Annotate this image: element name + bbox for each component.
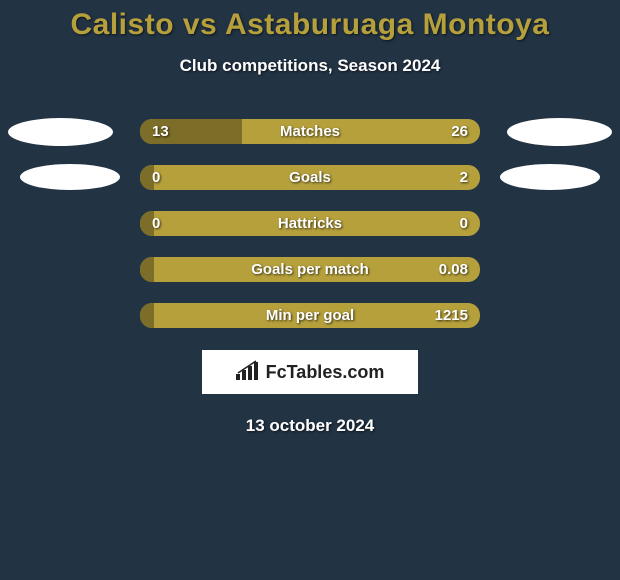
stat-row-goals: 0 Goals 2 [0,164,620,192]
bar-matches: 13 Matches 26 [140,119,480,144]
value-left-goals: 0 [152,169,160,186]
value-right-gpm: 0.08 [439,261,468,278]
stat-row-mpg: Min per goal 1215 [0,302,620,330]
label-matches: Matches [280,123,340,140]
bar-text-hattricks: 0 Hattricks 0 [140,211,480,236]
bar-gpm: Goals per match 0.08 [140,257,480,282]
subtitle: Club competitions, Season 2024 [0,56,620,76]
logo-box: FcTables.com [202,350,418,394]
bar-hattricks: 0 Hattricks 0 [140,211,480,236]
stat-row-hattricks: 0 Hattricks 0 [0,210,620,238]
page-title: Calisto vs Astaburuaga Montoya [0,8,620,42]
stat-row-gpm: Goals per match 0.08 [0,256,620,284]
value-right-matches: 26 [451,123,468,140]
value-right-goals: 2 [460,169,468,186]
logo-text: FcTables.com [266,362,385,383]
bar-text-mpg: Min per goal 1215 [140,303,480,328]
label-gpm: Goals per match [251,261,369,278]
bar-chart-icon [236,360,260,385]
team-badge-right-2 [500,164,600,190]
bar-goals: 0 Goals 2 [140,165,480,190]
team-badge-left-1 [8,118,113,146]
stat-row-matches: 13 Matches 26 [0,118,620,146]
label-hattricks: Hattricks [278,215,342,232]
label-goals: Goals [289,169,331,186]
value-left-hattricks: 0 [152,215,160,232]
team-badge-right-1 [507,118,612,146]
date-text: 13 october 2024 [0,416,620,436]
main-container: Calisto vs Astaburuaga Montoya Club comp… [0,0,620,436]
bar-text-gpm: Goals per match 0.08 [140,257,480,282]
bar-mpg: Min per goal 1215 [140,303,480,328]
team-badge-left-2 [20,164,120,190]
value-right-hattricks: 0 [460,215,468,232]
bar-text-matches: 13 Matches 26 [140,119,480,144]
bar-text-goals: 0 Goals 2 [140,165,480,190]
value-left-matches: 13 [152,123,169,140]
label-mpg: Min per goal [266,307,354,324]
value-right-mpg: 1215 [435,307,468,324]
stats-area: 13 Matches 26 0 Goals 2 [0,118,620,330]
